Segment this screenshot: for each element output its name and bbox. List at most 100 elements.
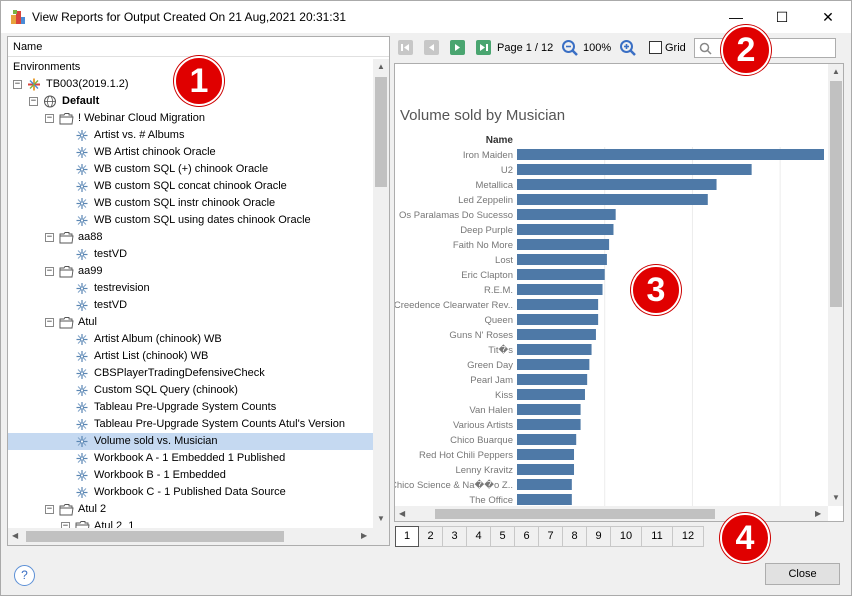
page-tab[interactable]: 4 (467, 526, 491, 547)
collapse-toggle-icon[interactable]: − (29, 96, 38, 106)
chart-bar[interactable] (517, 149, 824, 160)
scroll-up-icon[interactable]: ▲ (832, 67, 840, 76)
tree-item[interactable]: Workbook C - 1 Published Data Source (8, 484, 373, 501)
help-button[interactable]: ? (14, 565, 35, 586)
chart-bar[interactable] (517, 164, 752, 175)
tree-column-header[interactable]: Name (8, 37, 389, 57)
chart-bar[interactable] (517, 254, 607, 265)
tree-item[interactable]: − ! Webinar Cloud Migration (8, 110, 373, 127)
tree-item[interactable]: WB custom SQL instr chinook Oracle (8, 195, 373, 212)
chart-bar[interactable] (517, 314, 599, 325)
collapse-toggle-icon[interactable]: − (45, 266, 54, 276)
grid-checkbox[interactable] (649, 41, 662, 54)
chart-bar[interactable] (517, 434, 577, 445)
collapse-toggle-icon[interactable]: − (13, 79, 22, 89)
tree-item[interactable]: Volume sold vs. Musician (8, 433, 373, 450)
page-tab[interactable]: 3 (443, 526, 467, 547)
chart-bar[interactable] (517, 239, 610, 250)
scroll-left-icon[interactable]: ◀ (12, 531, 19, 540)
tree-item[interactable]: Artist vs. # Albums (8, 127, 373, 144)
collapse-toggle-icon[interactable]: − (45, 113, 54, 123)
page-tab[interactable]: 10 (611, 526, 642, 547)
scroll-up-icon[interactable]: ▲ (377, 62, 385, 71)
first-page-button[interactable] (398, 40, 413, 55)
page-tab[interactable]: 7 (539, 526, 563, 547)
tree-item[interactable]: testVD (8, 297, 373, 314)
chart-bar[interactable] (517, 494, 572, 505)
page-tab[interactable]: 12 (673, 526, 704, 547)
previous-page-button[interactable] (424, 40, 439, 55)
chart-bar[interactable] (517, 404, 581, 415)
page-tab[interactable]: 2 (419, 526, 443, 547)
minimize-button[interactable]: — (729, 9, 743, 25)
tree-item[interactable]: Tableau Pre-Upgrade System Counts (8, 399, 373, 416)
chart-bar[interactable] (517, 194, 708, 205)
collapse-toggle-icon[interactable]: − (45, 504, 54, 514)
chart-bar[interactable] (517, 209, 616, 220)
tree-item[interactable]: Artist List (chinook) WB (8, 348, 373, 365)
chart-bar[interactable] (517, 269, 605, 280)
chart-bar[interactable] (517, 389, 585, 400)
tree-item[interactable]: − aa99 (8, 263, 373, 280)
next-page-button[interactable] (450, 40, 465, 55)
scroll-down-icon[interactable]: ▼ (832, 493, 840, 502)
tree-horizontal-scroll-thumb[interactable] (26, 531, 284, 542)
chart-bar[interactable] (517, 224, 614, 235)
zoom-in-icon[interactable] (619, 39, 637, 57)
tree-item[interactable]: testVD (8, 246, 373, 263)
chart-bar[interactable] (517, 329, 596, 340)
tree-item[interactable]: − Atul 2 (8, 501, 373, 518)
report-horizontal-scrollbar[interactable]: ◀ ▶ (395, 506, 828, 521)
page-tab[interactable]: 5 (491, 526, 515, 547)
report-horizontal-scroll-thumb[interactable] (435, 509, 715, 519)
tree-item[interactable]: Custom SQL Query (chinook) (8, 382, 373, 399)
tree-item[interactable]: Artist Album (chinook) WB (8, 331, 373, 348)
chart-bar[interactable] (517, 464, 575, 475)
tree-item[interactable]: WB Artist chinook Oracle (8, 144, 373, 161)
page-tab[interactable]: 8 (563, 526, 587, 547)
page-tab[interactable]: 6 (515, 526, 539, 547)
page-tab[interactable]: 9 (587, 526, 611, 547)
tree-item[interactable]: − aa88 (8, 229, 373, 246)
tree-item[interactable]: WB custom SQL concat chinook Oracle (8, 178, 373, 195)
zoom-out-icon[interactable] (561, 39, 579, 57)
last-page-button[interactable] (476, 40, 491, 55)
tree-item[interactable]: − Atul 2_1 (8, 518, 373, 528)
page-tab[interactable]: 1 (395, 526, 419, 547)
chart-bar[interactable] (517, 179, 717, 190)
page-tab[interactable]: 11 (642, 526, 673, 547)
chart-bar[interactable] (517, 284, 603, 295)
chart-bar[interactable] (517, 374, 588, 385)
chart-bar[interactable] (517, 344, 592, 355)
scroll-down-icon[interactable]: ▼ (377, 514, 385, 523)
report-vertical-scroll-thumb[interactable] (830, 81, 842, 307)
scroll-right-icon[interactable]: ▶ (815, 509, 822, 518)
tree-item[interactable]: − Default (8, 93, 373, 110)
collapse-toggle-icon[interactable]: − (45, 317, 54, 327)
maximize-button[interactable]: ☐ (775, 8, 789, 25)
tree-horizontal-scrollbar[interactable]: ◀ ▶ (8, 528, 389, 545)
collapse-toggle-icon[interactable]: − (61, 522, 70, 528)
tree-item[interactable]: testrevision (8, 280, 373, 297)
chart-bar[interactable] (517, 449, 575, 460)
chart-bar[interactable] (517, 359, 590, 370)
tree-item[interactable]: Tableau Pre-Upgrade System Counts Atul's… (8, 416, 373, 433)
chart-bar[interactable] (517, 419, 581, 430)
close-button[interactable]: Close (765, 563, 840, 585)
tree-vertical-scrollbar[interactable]: ▲ ▼ (373, 59, 389, 528)
scroll-right-icon[interactable]: ▶ (361, 531, 368, 540)
tree-item[interactable]: WB custom SQL using dates chinook Oracle (8, 212, 373, 229)
tree-vertical-scroll-thumb[interactable] (375, 77, 387, 187)
close-window-button[interactable]: ✕ (822, 8, 834, 25)
chart-bar[interactable] (517, 299, 599, 310)
tree-item[interactable]: WB custom SQL (+) chinook Oracle (8, 161, 373, 178)
tree-item[interactable]: − TB003(2019.1.2) (8, 76, 373, 93)
report-vertical-scrollbar[interactable]: ▲ ▼ (828, 64, 843, 506)
tree-item[interactable]: − Atul (8, 314, 373, 331)
tree-item[interactable]: CBSPlayerTradingDefensiveCheck (8, 365, 373, 382)
chart-bar[interactable] (517, 479, 572, 490)
scroll-left-icon[interactable]: ◀ (399, 509, 406, 518)
collapse-toggle-icon[interactable]: − (45, 232, 54, 242)
tree-item[interactable]: Workbook A - 1 Embedded 1 Published (8, 450, 373, 467)
tree-item[interactable]: Workbook B - 1 Embedded (8, 467, 373, 484)
